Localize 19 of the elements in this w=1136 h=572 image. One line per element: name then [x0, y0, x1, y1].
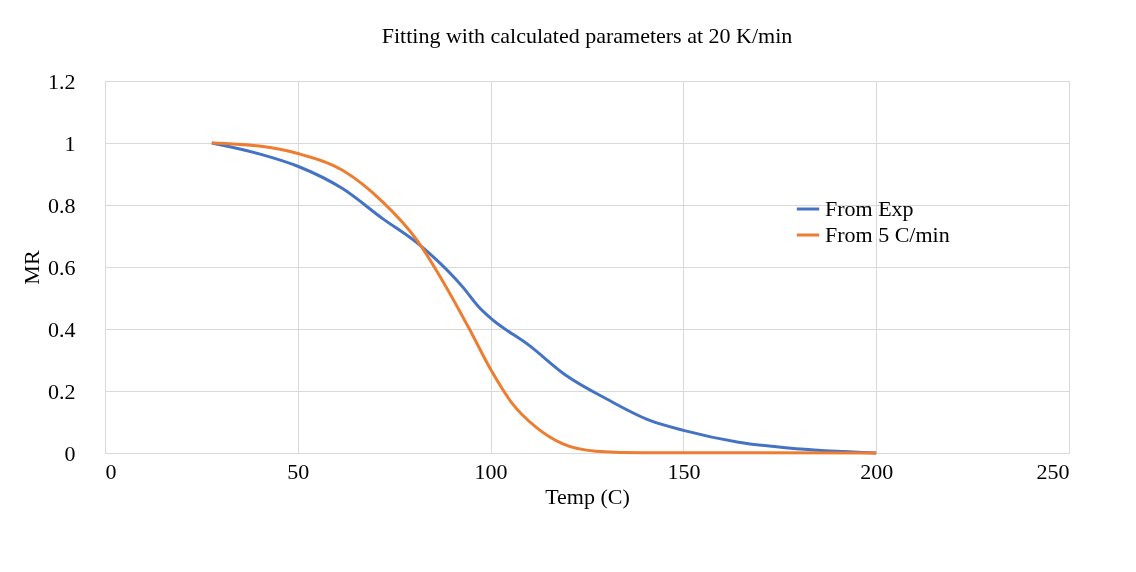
x-axis-title: Temp (C)	[545, 483, 630, 509]
chart-title: Fitting with calculated parameters at 20 K/min	[381, 23, 793, 48]
y-tick-label: 0	[64, 440, 76, 466]
y-tick-label: 0.4	[48, 316, 76, 342]
y-axis-title: MR	[19, 250, 44, 285]
y-tick-label: 0.6	[48, 254, 76, 280]
y-tick-label: 0.8	[48, 192, 76, 218]
x-tick-label: 100	[474, 458, 508, 484]
y-tick-label: 0.2	[48, 378, 76, 404]
y-tick-label: 1.2	[48, 68, 76, 94]
x-tick-label: 250	[1036, 458, 1070, 484]
x-tick-label: 150	[667, 458, 701, 484]
legend-label: From 5 C/min	[825, 222, 950, 247]
line-series	[210, 141, 878, 455]
x-tick-label: 200	[860, 458, 894, 484]
x-tick-label: 50	[287, 458, 310, 484]
legend-label: From Exp	[825, 196, 914, 221]
y-tick-label: 1	[64, 130, 76, 156]
x-tick-label: 0	[105, 458, 117, 484]
